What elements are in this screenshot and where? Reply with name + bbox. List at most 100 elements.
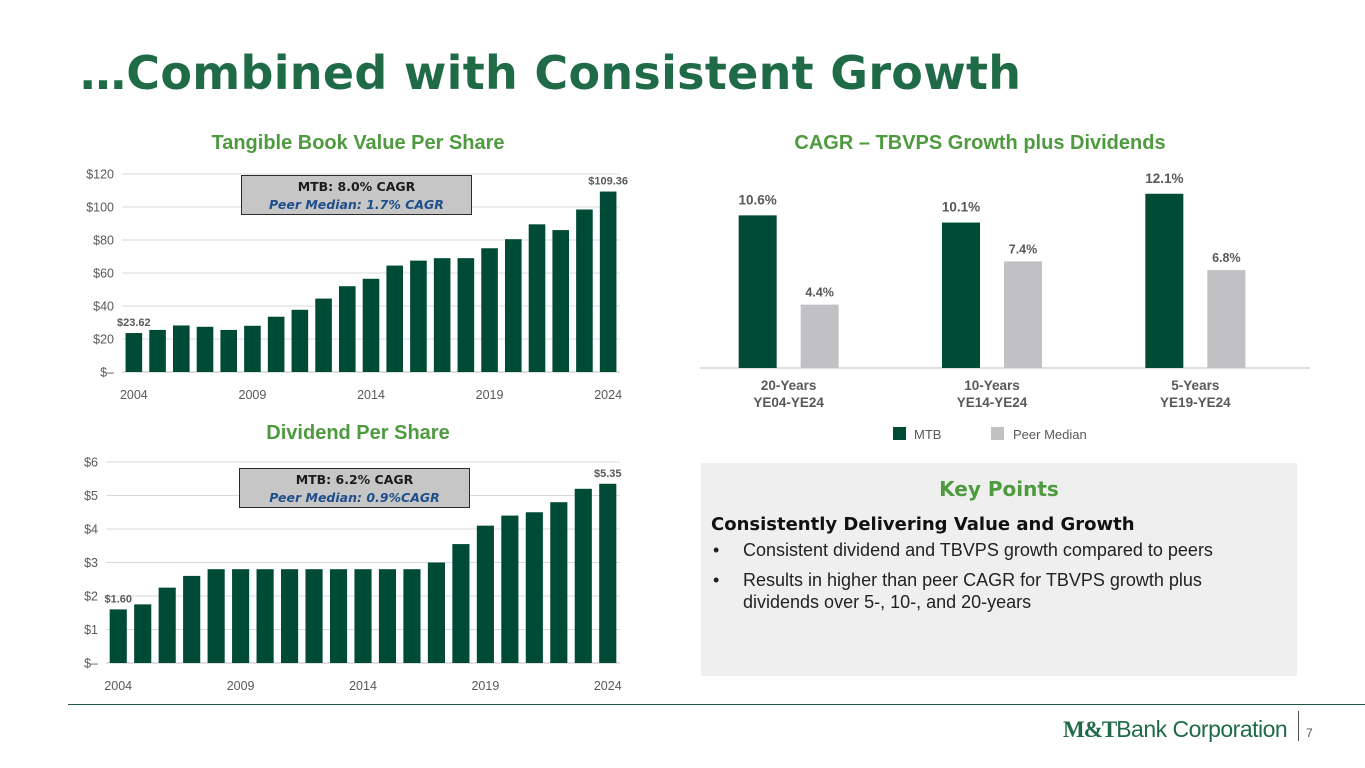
tbvps-x-tick-label: 2014 (357, 388, 385, 400)
dps-x-tick-label: 2009 (227, 679, 255, 693)
cagr-category-sublabel: YE04-YE24 (753, 395, 824, 410)
tbvps-bar-2015 (386, 265, 404, 372)
tbvps-bar-2006 (172, 325, 190, 372)
dps-bar-2018 (452, 544, 470, 663)
dps-data-label: $5.35 (594, 468, 622, 480)
cagr-chart: 10.6% 4.4% 20-Years YE04-YE24 10.1% 7.4% 10-Ye… (700, 171, 1310, 442)
tbvps-chart: $– $20 $40 $60 $80 $100 $120 2004 2009 2014 2019 20… (86, 168, 628, 401)
dps-bar-2005 (134, 604, 152, 663)
dps-bar-2013 (329, 569, 348, 663)
cagr-chart-title: CAGR – TBVPS Growth plus Dividends (794, 132, 1166, 154)
logo-wordmark: Bank Corporation (1116, 716, 1288, 742)
key-points-panel: Key Points Consistently Delivering Value… (701, 463, 1297, 676)
dps-bar-2023 (574, 488, 592, 663)
page-number: 7 (1306, 726, 1313, 740)
dps-bar-2022 (550, 502, 568, 663)
tbvps-y-tick-label: $60 (93, 267, 114, 281)
tbvps-y-tick-label: $40 (93, 300, 114, 314)
dps-y-tick-label: $4 (84, 523, 98, 537)
tbvps-y-tick-label: $100 (86, 201, 114, 215)
tbvps-bar-2014 (362, 278, 380, 372)
key-points-heading: Consistently Delivering Value and Growth (711, 514, 1135, 535)
dps-bar-2019 (476, 525, 494, 663)
legend-label-mtb: MTB (914, 427, 941, 442)
dps-bar-2009 (232, 569, 250, 663)
tbvps-bar-2016 (410, 260, 427, 372)
tbvps-x-tick-label: 2019 (476, 388, 504, 400)
tbvps-bar-2018 (457, 258, 475, 372)
dps-y-tick-label: $– (84, 657, 98, 671)
tbvps-y-tick-label: $– (100, 366, 114, 380)
dps-chart-title: Dividend Per Share (266, 422, 450, 444)
tbvps-x-tick-label: 2024 (594, 388, 622, 400)
dps-bar-2024 (599, 483, 617, 663)
tbvps-bar-2013 (338, 286, 356, 372)
tbvps-bar-2017 (433, 258, 451, 372)
cagr-bar-mtb-2 (1145, 193, 1184, 368)
tbvps-bar-2007 (196, 326, 214, 372)
cagr-bar-peer-2 (1207, 270, 1246, 368)
legend-label-peer: Peer Median (1013, 427, 1087, 442)
dps-bar-2015 (378, 569, 397, 663)
tbvps-bar-2022 (552, 230, 570, 372)
cagr-bar-peer-1 (1004, 261, 1042, 368)
dps-bar-2004 (109, 609, 127, 663)
footer-divider (68, 704, 1365, 705)
dps-y-tick-label: $5 (84, 489, 98, 503)
key-points-list: Consistent dividend and TBVPS growth com… (711, 539, 1281, 621)
cagr-data-label: 12.1% (1145, 171, 1183, 186)
cagr-category-label: 20-Years (761, 378, 817, 393)
dps-y-tick-label: $3 (84, 556, 98, 570)
cagr-category-label: 5-Years (1171, 378, 1219, 393)
tbvps-bar-2005 (149, 329, 166, 372)
tbvps-data-label: $23.62 (117, 317, 151, 329)
logo-separator (1298, 711, 1299, 741)
dps-x-tick-label: 2019 (471, 679, 499, 693)
dps-x-tick-label: 2014 (349, 679, 377, 693)
tbvps-bar-2009 (244, 325, 261, 372)
tbvps-data-label: $109.36 (588, 176, 628, 188)
dps-bar-2011 (281, 569, 299, 663)
dps-bar-2017 (427, 562, 445, 663)
dps-bar-2021 (525, 512, 543, 663)
key-points-title: Key Points (939, 477, 1059, 501)
tbvps-bar-2020 (504, 239, 522, 372)
cagr-category-sublabel: YE14-YE24 (957, 395, 1028, 410)
dps-bar-2012 (305, 569, 323, 663)
key-point-item: Results in higher than peer CAGR for TBV… (711, 569, 1281, 613)
dps-y-tick-label: $1 (84, 623, 98, 637)
legend-swatch-mtb (893, 427, 906, 440)
tbvps-bar-2023 (576, 209, 593, 372)
dps-peer-cagr: Peer Median: 0.9%CAGR (269, 490, 440, 505)
tbvps-bar-2021 (528, 224, 546, 372)
tbvps-bar-2012 (315, 298, 332, 372)
tbvps-mtb-cagr: MTB: 8.0% CAGR (297, 179, 416, 194)
tbvps-x-tick-label: 2004 (120, 388, 148, 400)
key-point-item: Consistent dividend and TBVPS growth com… (711, 539, 1281, 561)
tbvps-bar-2011 (291, 309, 309, 372)
tbvps-bar-2008 (220, 329, 238, 372)
tbvps-y-tick-label: $120 (86, 168, 114, 182)
cagr-bar-peer-0 (800, 304, 839, 368)
dps-y-tick-label: $2 (84, 590, 98, 604)
tbvps-bar-2010 (267, 316, 285, 372)
cagr-data-label: 6.8% (1212, 251, 1241, 265)
cagr-category-sublabel: YE19-YE24 (1160, 395, 1231, 410)
tbvps-x-tick-label: 2009 (239, 388, 267, 400)
tbvps-peer-cagr: Peer Median: 1.7% CAGR (269, 197, 444, 212)
tbvps-y-tick-label: $20 (93, 333, 114, 347)
dps-y-tick-label: $6 (84, 456, 98, 470)
tbvps-bar-2024 (599, 191, 617, 372)
dps-x-tick-label: 2004 (104, 679, 132, 693)
cagr-data-label: 10.1% (942, 200, 980, 215)
dps-x-tick-label: 2024 (594, 679, 622, 693)
dps-bar-2006 (158, 587, 176, 663)
cagr-data-label: 10.6% (739, 192, 777, 207)
cagr-data-label: 7.4% (1009, 242, 1038, 256)
cagr-bar-mtb-0 (738, 215, 777, 368)
tbvps-y-tick-label: $80 (93, 234, 114, 248)
dps-chart: $– $1 $2 $3 $4 $5 $6 2004 2009 2014 2019 2024 $1.60 $… (84, 456, 622, 694)
tbvps-chart-title: Tangible Book Value Per Share (211, 132, 505, 154)
dps-bar-2016 (403, 569, 421, 663)
cagr-data-label: 4.4% (805, 286, 834, 300)
